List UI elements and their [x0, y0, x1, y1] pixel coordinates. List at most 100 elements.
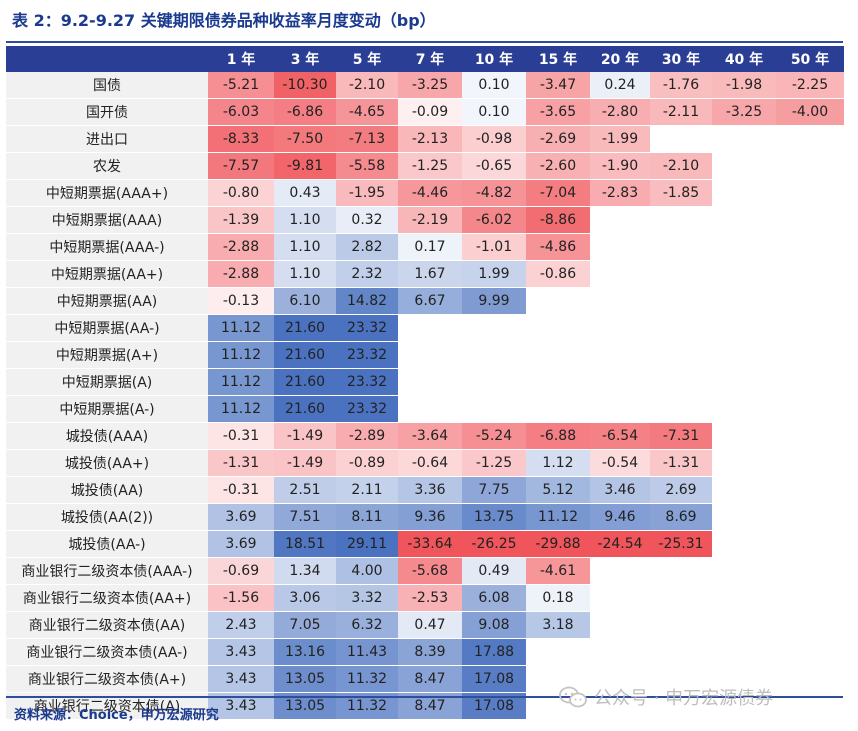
- value-cell: [462, 395, 526, 423]
- value-cell: [712, 233, 776, 261]
- table-row: 中短期票据(AAA-) -2.88 1.10 2.82 0.17 -1.01 -4.86: [6, 233, 844, 261]
- table-row: 商业银行二级资本债(AA-) 3.43 13.16 11.43 8.39 17.88: [6, 638, 844, 666]
- value-cell: [712, 449, 776, 477]
- value-cell: 0.10: [462, 72, 526, 99]
- value-cell: 2.11: [336, 476, 398, 504]
- value-cell: -0.64: [398, 449, 462, 477]
- value-cell: [712, 665, 776, 693]
- row-label: 中短期票据(AA-): [6, 314, 208, 342]
- value-cell: 5.12: [526, 476, 590, 504]
- value-cell: 1.12: [526, 449, 590, 477]
- value-cell: [398, 341, 462, 369]
- value-cell: 8.11: [336, 503, 398, 531]
- value-cell: 6.10: [274, 287, 336, 315]
- value-cell: [776, 314, 844, 342]
- value-cell: 7.75: [462, 476, 526, 504]
- value-cell: 4.00: [336, 557, 398, 585]
- value-cell: -1.25: [462, 449, 526, 477]
- value-cell: 23.32: [336, 368, 398, 396]
- value-cell: -7.13: [336, 125, 398, 153]
- value-cell: [776, 503, 844, 531]
- value-cell: 2.43: [208, 611, 274, 639]
- value-cell: [398, 368, 462, 396]
- value-cell: [650, 287, 712, 315]
- value-cell: 7.51: [274, 503, 336, 531]
- value-cell: 29.11: [336, 530, 398, 558]
- value-cell: 3.43: [208, 665, 274, 693]
- value-cell: [776, 530, 844, 558]
- value-cell: -3.65: [526, 98, 590, 126]
- value-cell: 1.10: [274, 260, 336, 288]
- value-cell: 23.32: [336, 314, 398, 342]
- value-cell: -3.25: [398, 72, 462, 99]
- value-cell: -3.25: [712, 98, 776, 126]
- value-cell: -1.31: [650, 449, 712, 477]
- value-cell: 8.39: [398, 638, 462, 666]
- value-cell: [712, 611, 776, 639]
- value-cell: -2.80: [590, 98, 650, 126]
- value-cell: -4.61: [526, 557, 590, 585]
- value-cell: [590, 368, 650, 396]
- table-title: 表 2：9.2-9.27 关键期限债券品种收益率月度变动（bp）: [12, 11, 436, 30]
- value-cell: [526, 341, 590, 369]
- value-cell: [712, 638, 776, 666]
- value-cell: -24.54: [590, 530, 650, 558]
- bottom-divider: [6, 696, 843, 698]
- value-cell: [776, 584, 844, 612]
- value-cell: 11.43: [336, 638, 398, 666]
- value-cell: [590, 260, 650, 288]
- value-cell: [776, 449, 844, 477]
- row-label: 国开债: [6, 98, 208, 126]
- value-cell: -2.25: [776, 72, 844, 99]
- value-cell: -0.98: [462, 125, 526, 153]
- value-cell: [712, 422, 776, 450]
- value-cell: [650, 557, 712, 585]
- value-cell: [712, 125, 776, 153]
- value-cell: [462, 341, 526, 369]
- value-cell: [398, 314, 462, 342]
- value-cell: 3.36: [398, 476, 462, 504]
- table-row: 城投债(AAA) -0.31 -1.49 -2.89 -3.64 -5.24 -6.88 -6…: [6, 422, 844, 450]
- value-cell: 23.32: [336, 395, 398, 423]
- row-label: 城投债(AA(2)): [6, 503, 208, 531]
- value-cell: [590, 557, 650, 585]
- value-cell: 6.32: [336, 611, 398, 639]
- value-cell: -6.54: [590, 422, 650, 450]
- value-cell: -1.49: [274, 449, 336, 477]
- value-cell: 0.24: [590, 72, 650, 99]
- watermark: 公众号 · 申万宏源债券: [558, 684, 773, 710]
- value-cell: [712, 314, 776, 342]
- value-cell: -6.03: [208, 98, 274, 126]
- value-cell: [462, 314, 526, 342]
- value-cell: 0.18: [526, 584, 590, 612]
- value-cell: -2.88: [208, 260, 274, 288]
- value-cell: 3.06: [274, 584, 336, 612]
- row-label: 中短期票据(AA): [6, 287, 208, 315]
- column-header: 1 年: [208, 46, 274, 72]
- value-cell: -2.69: [526, 125, 590, 153]
- value-cell: -0.80: [208, 179, 274, 207]
- value-cell: -29.88: [526, 530, 590, 558]
- value-cell: 3.43: [208, 638, 274, 666]
- value-cell: 21.60: [274, 314, 336, 342]
- value-cell: [712, 530, 776, 558]
- column-header: 30 年: [650, 46, 712, 72]
- value-cell: [776, 206, 844, 234]
- value-cell: 11.32: [336, 665, 398, 693]
- row-label: 中短期票据(A+): [6, 341, 208, 369]
- value-cell: 1.34: [274, 557, 336, 585]
- row-label: 商业银行二级资本债(AAA-): [6, 557, 208, 585]
- table-row: 农发 -7.57 -9.81 -5.58 -1.25 -0.65 -2.60 -1.90 -2.…: [6, 152, 844, 180]
- value-cell: -1.49: [274, 422, 336, 450]
- value-cell: -26.25: [462, 530, 526, 558]
- table-row: 城投债(AA) -0.31 2.51 2.11 3.36 7.75 5.12 3.46 2.69: [6, 476, 844, 504]
- value-cell: [712, 287, 776, 315]
- value-cell: -0.69: [208, 557, 274, 585]
- value-cell: [650, 260, 712, 288]
- table-row: 商业银行二级资本债(AA+) -1.56 3.06 3.32 -2.53 6.08 0.18: [6, 584, 844, 612]
- table-row: 中短期票据(A-) 11.12 21.60 23.32: [6, 395, 844, 423]
- row-label: 城投债(AA): [6, 476, 208, 504]
- value-cell: -2.10: [650, 152, 712, 180]
- table-row: 中短期票据(AA-) 11.12 21.60 23.32: [6, 314, 844, 342]
- value-cell: [590, 233, 650, 261]
